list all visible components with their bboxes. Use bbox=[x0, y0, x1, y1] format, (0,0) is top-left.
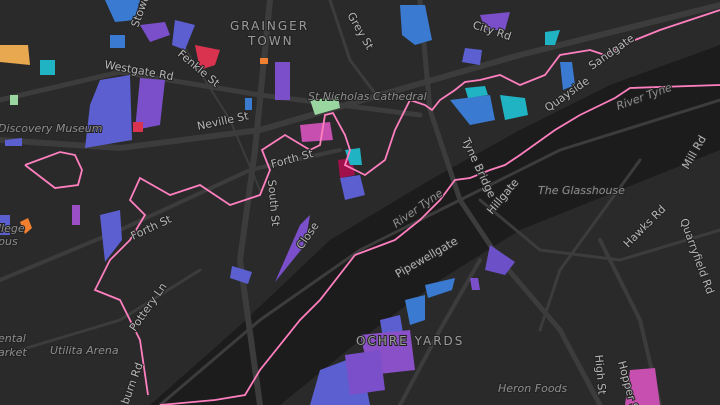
street-label: Grey St bbox=[344, 10, 376, 52]
street-label: Hawks Rd bbox=[621, 203, 669, 251]
poi-label: ental bbox=[0, 332, 26, 345]
area-label: TOWN bbox=[247, 34, 294, 48]
street-label: burn Rd bbox=[119, 361, 146, 405]
poi-label: The Glasshouse bbox=[538, 184, 625, 197]
area-boundary-north bbox=[93, 9, 720, 396]
area-boundary-main bbox=[159, 84, 720, 405]
poi-label: St Nicholas Cathedral bbox=[308, 90, 427, 103]
street-label: High St bbox=[592, 354, 609, 396]
street-label: South St bbox=[265, 179, 282, 227]
area-label: GRAINGER bbox=[230, 19, 309, 33]
street-label: Forth St bbox=[269, 147, 315, 171]
buildings bbox=[0, 0, 660, 405]
area-boundary bbox=[24, 151, 83, 189]
poi-label: pus bbox=[0, 235, 18, 248]
poi-label: arket bbox=[0, 346, 27, 359]
poi-label: Heron Foods bbox=[498, 382, 568, 395]
street-label: Pottery Ln bbox=[127, 280, 170, 333]
street-label: Quarryfield Rd bbox=[677, 217, 716, 296]
area-label: OCHRE YARDS bbox=[356, 334, 464, 348]
poi-label: Utilita Arena bbox=[50, 344, 119, 357]
poi-label: llege bbox=[0, 222, 25, 235]
poi-label: Discovery Museum bbox=[0, 122, 103, 135]
river-tyne bbox=[150, 45, 720, 405]
